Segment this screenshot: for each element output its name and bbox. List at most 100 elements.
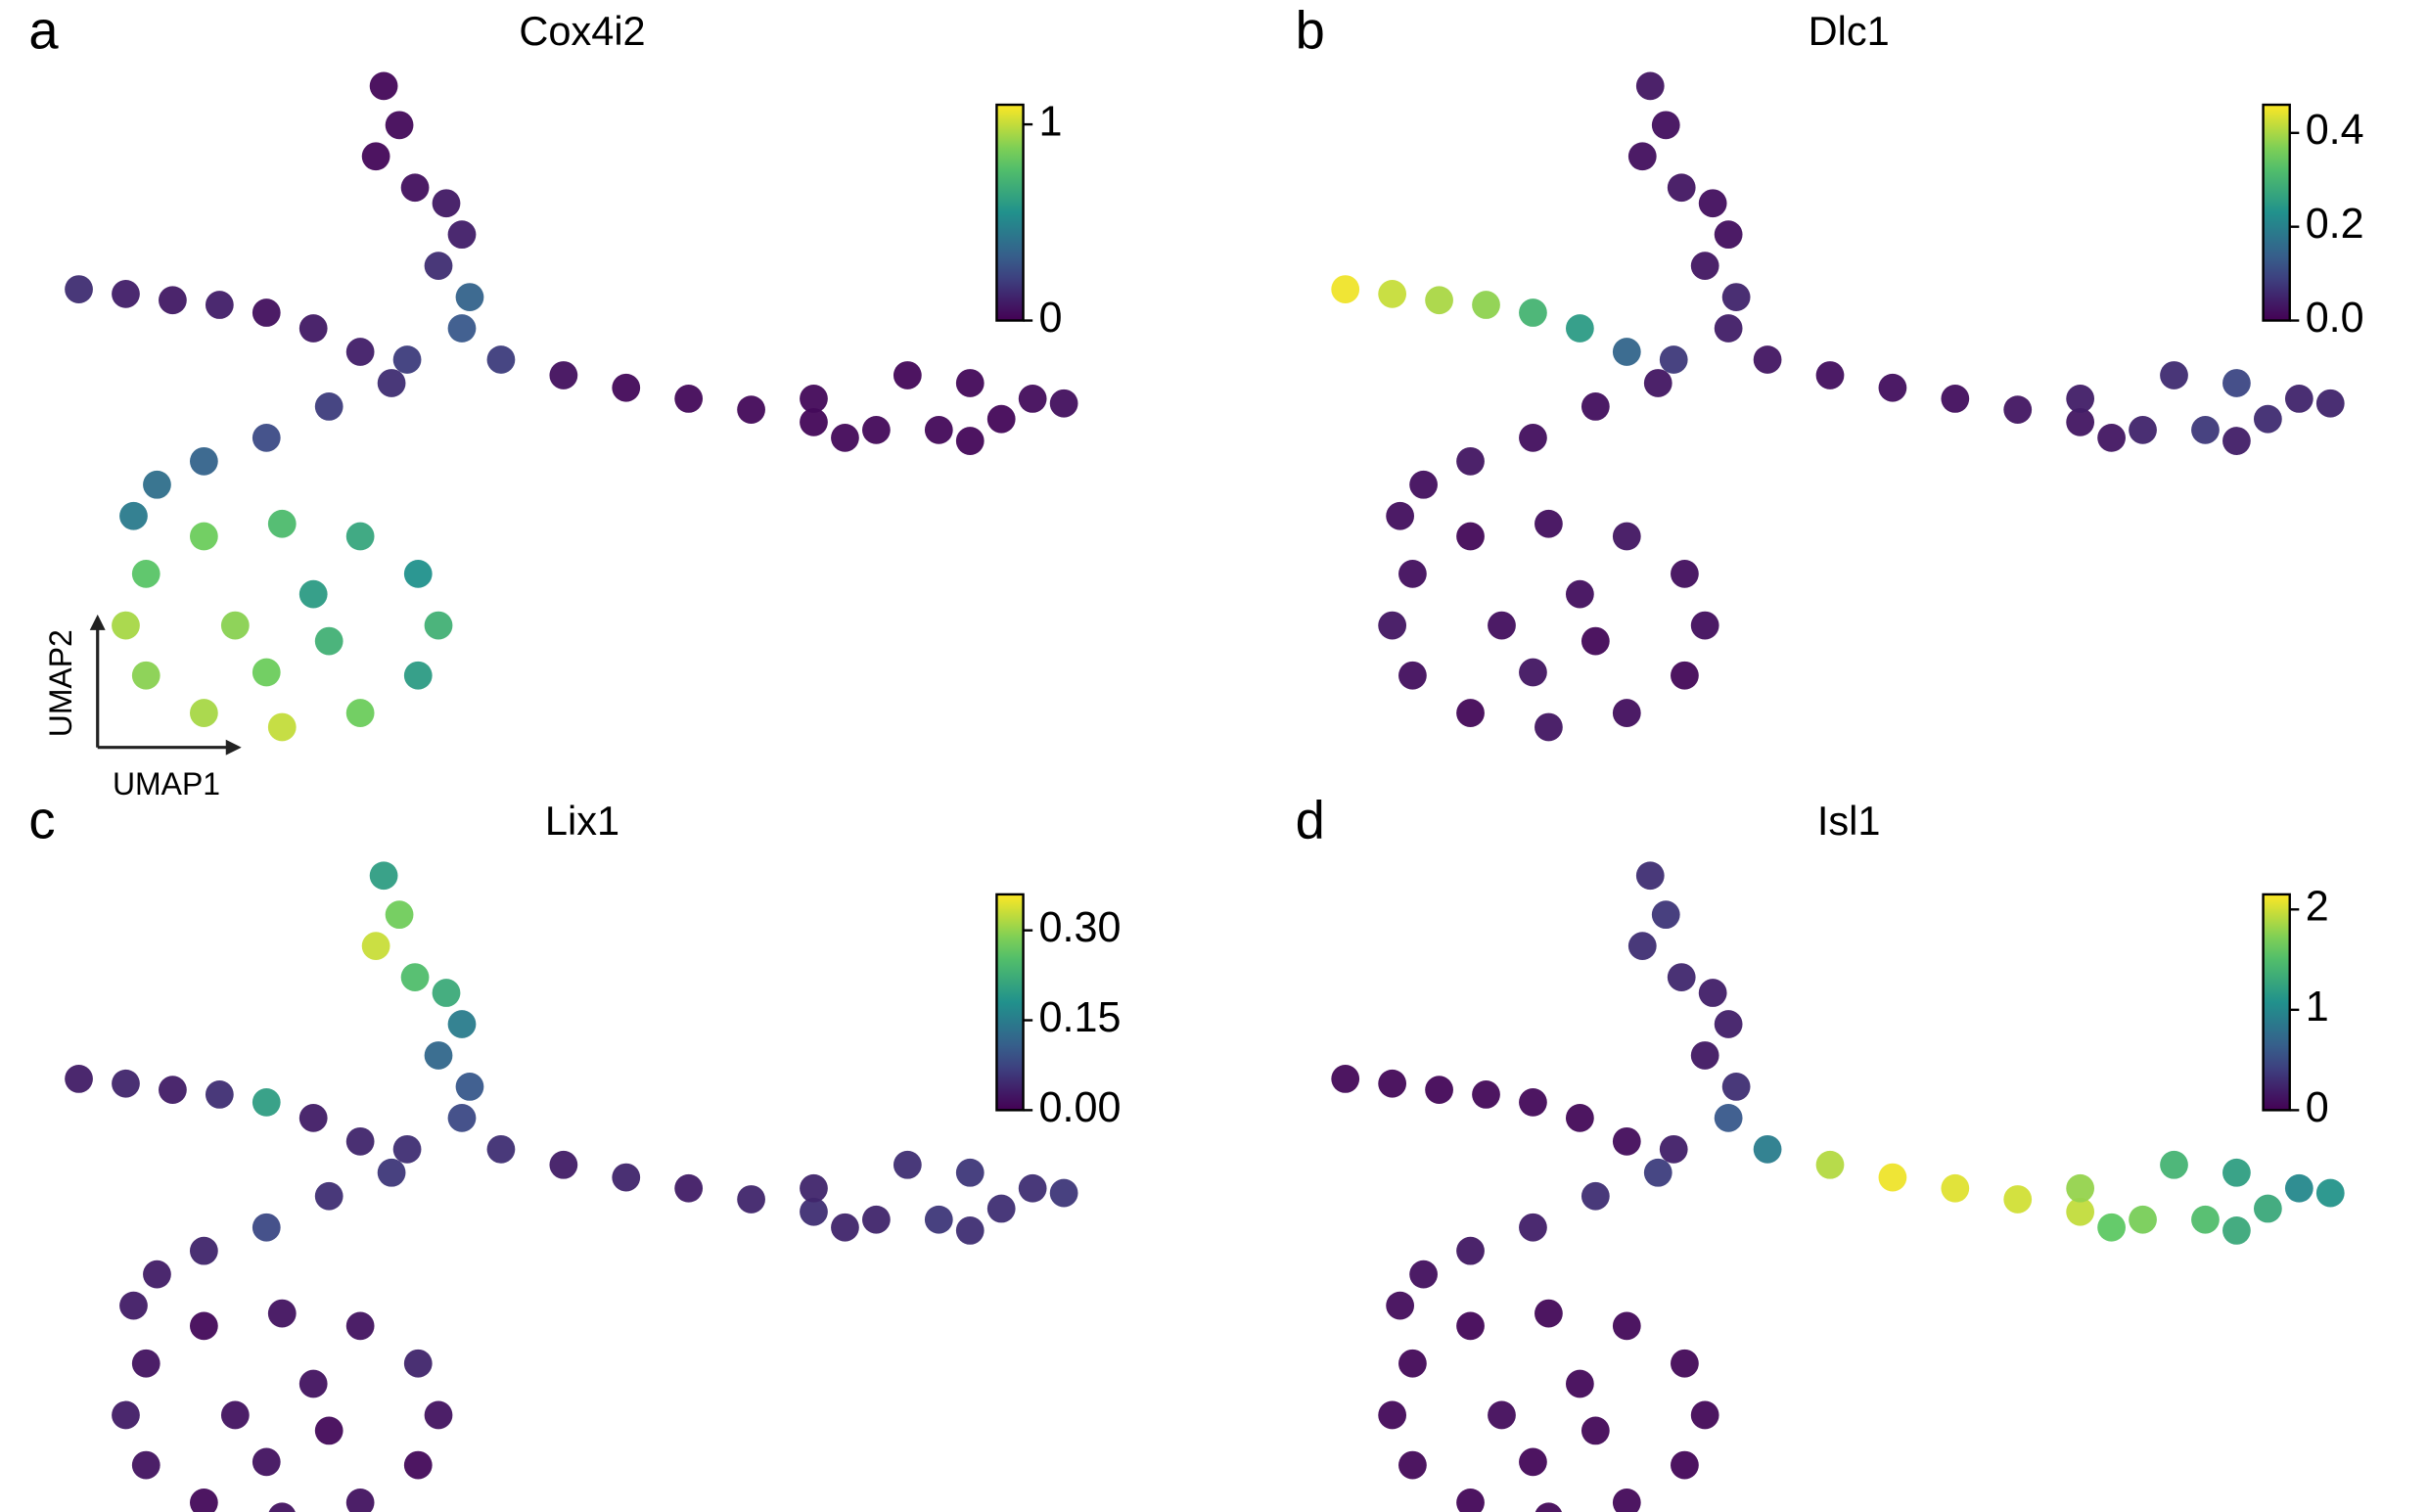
cell-point	[1753, 1134, 1782, 1164]
cell-point	[143, 470, 171, 499]
cell-point	[1690, 1400, 1719, 1430]
cell-point	[1612, 699, 1641, 727]
cell-point	[220, 1400, 250, 1430]
cell-point	[1488, 1400, 1516, 1430]
cell-point	[1565, 1369, 1594, 1398]
cell-point	[1519, 1088, 1547, 1117]
cell-point	[65, 1065, 93, 1093]
cell-point	[361, 932, 390, 961]
panel-title: Isl1	[1817, 798, 1881, 844]
cell-point	[298, 1103, 328, 1132]
cell-point	[189, 1311, 218, 1341]
cell-point	[924, 415, 953, 444]
cell-point	[831, 423, 859, 452]
cell-point	[385, 111, 414, 140]
cell-point	[549, 361, 578, 389]
colorbar-tick-label: 0.00	[1039, 1084, 1122, 1131]
cell-point	[1565, 314, 1594, 343]
cell-point	[189, 1489, 218, 1512]
cell-point	[424, 1400, 453, 1430]
cell-point	[392, 345, 422, 374]
cell-point	[1643, 1158, 1672, 1187]
cell-point	[2097, 1213, 2126, 1242]
colorbar-tick-label: 1	[1039, 98, 1063, 145]
cell-point	[1456, 699, 1485, 727]
cell-point	[377, 369, 406, 397]
cell-point	[1409, 470, 1438, 499]
cell-point	[1519, 1447, 1547, 1477]
cell-point	[1580, 1181, 1610, 1211]
cell-point	[1378, 1400, 1407, 1430]
cell-point	[361, 142, 390, 171]
cell-point	[143, 1260, 171, 1289]
cell-point	[369, 71, 398, 101]
cell-point	[131, 559, 160, 588]
cell-point	[131, 1450, 160, 1480]
cell-point	[159, 1076, 187, 1104]
cell-point	[159, 286, 187, 315]
cell-point	[345, 1311, 375, 1341]
cell-point	[1627, 932, 1657, 961]
colorbar-tick-label: 0.15	[1039, 994, 1122, 1041]
cell-point	[831, 1213, 859, 1242]
cell-point	[486, 345, 516, 374]
cell-point	[1721, 1073, 1751, 1101]
cell-point	[400, 963, 430, 991]
cell-point	[252, 1213, 281, 1242]
cell-point	[267, 712, 297, 742]
cell-point	[1519, 423, 1547, 452]
cell-point	[131, 1349, 160, 1378]
x-axis-label: UMAP1	[113, 766, 220, 802]
cell-point	[1378, 611, 1407, 640]
cell-point	[189, 1236, 218, 1265]
cell-point	[2066, 408, 2095, 436]
cell-point	[955, 427, 985, 455]
cell-point	[2315, 389, 2345, 418]
cell-point	[2003, 395, 2033, 424]
cell-point	[268, 1502, 296, 1512]
cell-point	[1612, 1311, 1641, 1341]
cell-point	[1580, 626, 1610, 656]
cell-point	[2160, 1150, 2188, 1179]
cell-point	[1386, 1291, 1415, 1320]
cell-point	[112, 1069, 140, 1098]
cell-point	[1714, 314, 1743, 343]
cell-point	[955, 1158, 985, 1187]
cell-point	[1815, 1150, 1845, 1179]
cell-point	[119, 1291, 148, 1320]
colorbar-tick-label: 0	[2306, 1084, 2329, 1131]
cell-point	[345, 522, 375, 551]
cell-point	[1456, 1489, 1485, 1512]
cell-point	[1378, 279, 1407, 308]
panel-label: c	[28, 790, 55, 849]
cell-point	[1612, 1126, 1641, 1156]
cell-point	[220, 611, 250, 640]
cell-point	[1018, 1173, 1047, 1203]
cell-point	[2315, 1178, 2345, 1208]
cell-point	[1378, 1069, 1407, 1098]
cell-point	[1456, 522, 1485, 551]
colorbar-tick-label: 0.4	[2306, 107, 2364, 154]
cell-point	[1643, 369, 1672, 397]
cell-point	[1659, 345, 1688, 374]
cell-point	[369, 861, 398, 891]
cell-point	[1580, 392, 1610, 421]
cell-point	[1651, 900, 1680, 930]
cell-point	[1671, 661, 1699, 690]
panel-label: a	[28, 0, 59, 60]
cell-point	[1535, 509, 1563, 538]
cell-point	[1627, 142, 1657, 171]
colorbar	[2262, 893, 2291, 1112]
cell-point	[737, 1185, 765, 1214]
cell-point	[455, 283, 484, 311]
cell-point	[267, 509, 297, 538]
cell-point	[1535, 1299, 1563, 1328]
cell-point	[298, 314, 328, 343]
cell-point	[112, 1400, 140, 1430]
cell-point	[1398, 559, 1427, 588]
cell-point	[267, 1299, 297, 1328]
cell-point	[131, 661, 160, 690]
cell-point	[893, 361, 922, 389]
cell-point	[252, 1088, 281, 1117]
